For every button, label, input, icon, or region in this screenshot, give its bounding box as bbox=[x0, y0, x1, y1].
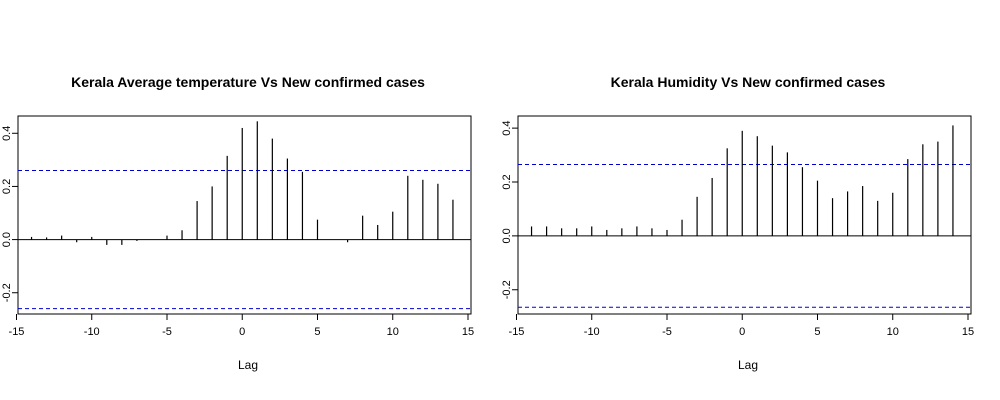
x-tick-label: 5 bbox=[814, 326, 820, 338]
plot-frame bbox=[17, 115, 472, 315]
x-tick-label: -10 bbox=[584, 326, 600, 338]
x-tick-label: 10 bbox=[887, 326, 899, 338]
y-tick-label: 0.4 bbox=[1, 126, 13, 141]
y-tick-label: 0.4 bbox=[501, 120, 513, 135]
x-tick-label: -10 bbox=[84, 326, 100, 338]
plot-marks: -15 -10 -5 0 5 10 15 -0.2 0.0 0.2 0.4 bbox=[1, 121, 474, 338]
plot-frame bbox=[517, 115, 972, 315]
y-tick-label: -0.2 bbox=[1, 283, 13, 302]
chart-panel-temperature: Kerala Average temperature Vs New confir… bbox=[1, 74, 474, 372]
chart-title: Kerala Average temperature Vs New confir… bbox=[71, 74, 425, 90]
plot-marks: -15 -10 -5 0 5 10 15 -0.2 0.0 0.2 0.4 bbox=[501, 120, 974, 338]
x-tick-label: -15 bbox=[9, 326, 25, 338]
chart-panel-humidity: Kerala Humidity Vs New confirmed cases L… bbox=[501, 74, 974, 372]
x-tick-label: 0 bbox=[239, 326, 245, 338]
x-tick-label: 0 bbox=[739, 326, 745, 338]
y-tick-label: 0.2 bbox=[501, 174, 513, 189]
x-tick-label: -5 bbox=[662, 326, 672, 338]
y-tick-label: -0.2 bbox=[501, 280, 513, 299]
y-tick-label: 0.0 bbox=[501, 228, 513, 243]
x-tick-label: 15 bbox=[962, 326, 974, 338]
y-tick-label: 0.2 bbox=[1, 179, 13, 194]
x-axis-label: Lag bbox=[738, 358, 758, 372]
x-axis-label: Lag bbox=[238, 358, 258, 372]
chart-title: Kerala Humidity Vs New confirmed cases bbox=[611, 74, 886, 90]
x-tick-label: 10 bbox=[387, 326, 399, 338]
x-tick-label: 5 bbox=[314, 326, 320, 338]
y-tick-label: 0.0 bbox=[1, 232, 13, 247]
x-tick-label: -15 bbox=[509, 326, 525, 338]
x-tick-label: -5 bbox=[162, 326, 172, 338]
x-tick-label: 15 bbox=[462, 326, 474, 338]
